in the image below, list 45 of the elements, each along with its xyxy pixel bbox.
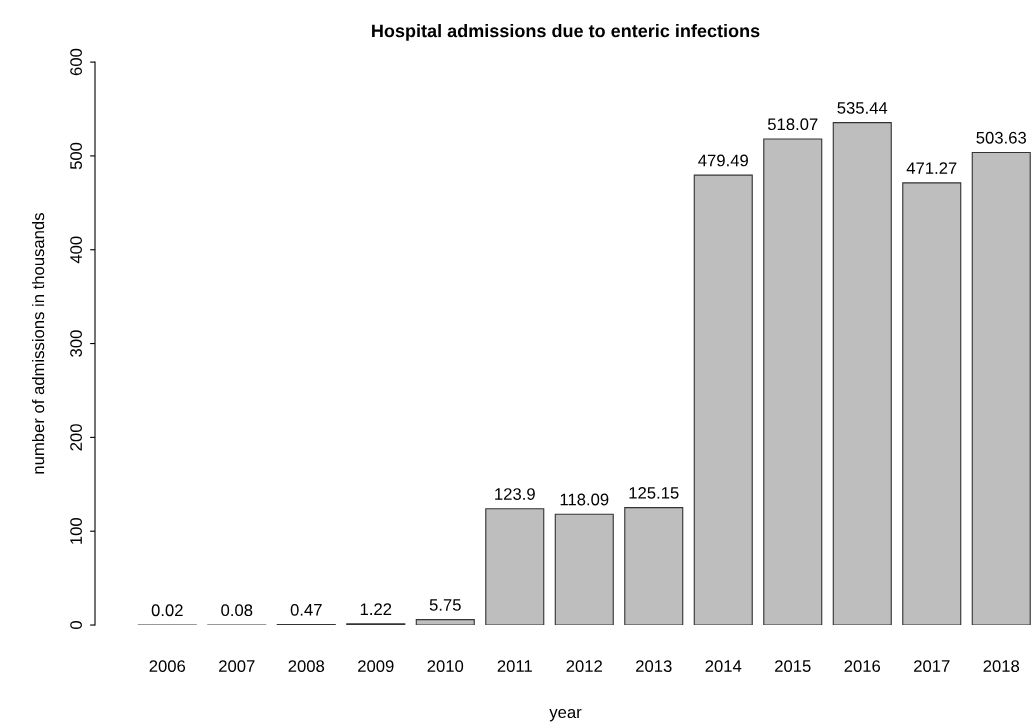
data-label: 118.09 [560, 493, 609, 506]
y-tick-label: 600 [70, 48, 82, 76]
y-tick-label: 500 [70, 142, 82, 170]
data-label: 518.07 [767, 118, 818, 131]
data-label: 0.02 [151, 604, 183, 617]
data-label: 503.63 [976, 131, 1027, 144]
x-tick-label: 2013 [636, 660, 672, 672]
data-label: 125.15 [629, 486, 679, 499]
y-tick-label: 300 [70, 330, 82, 357]
x-axis-title: year [549, 708, 582, 722]
bar [415, 619, 475, 626]
data-label: 0.47 [290, 603, 322, 616]
data-label: 0.08 [221, 604, 253, 617]
x-tick-label: 2012 [566, 660, 602, 672]
x-tick-label: 2007 [219, 660, 255, 672]
bar [624, 507, 684, 626]
x-tick-label: 2018 [983, 660, 1020, 672]
bar [693, 174, 753, 626]
x-tick-label: 2008 [288, 660, 325, 672]
y-tick-label: 0 [70, 621, 82, 630]
data-label: 123.9 [495, 488, 535, 500]
data-label: 1.22 [360, 603, 392, 615]
y-tick-label: 200 [70, 424, 82, 451]
bar [971, 151, 1031, 626]
x-tick-label: 2010 [427, 660, 464, 672]
data-label: 471.27 [906, 162, 957, 174]
data-label: 5.75 [429, 599, 461, 611]
x-tick-label: 2015 [775, 660, 811, 672]
bar [902, 182, 962, 626]
chart-title: Hospital admissions due to enteric infections [372, 24, 760, 41]
x-tick-label: 2014 [705, 660, 742, 672]
y-axis-title: number of admissions in thousands [31, 213, 45, 474]
bar [763, 138, 823, 626]
bar [485, 508, 545, 626]
bar [832, 122, 892, 626]
bar [554, 513, 614, 626]
data-label: 535.44 [837, 102, 888, 114]
y-tick-label: 400 [70, 236, 82, 264]
x-tick-label: 2006 [149, 660, 186, 672]
x-tick-label: 2017 [914, 660, 950, 672]
x-tick-label: 2009 [358, 660, 394, 672]
x-tick-label: 2011 [497, 660, 532, 672]
y-tick-label: 100 [70, 517, 82, 544]
data-label: 479.49 [698, 154, 748, 167]
x-tick-label: 2016 [844, 660, 881, 672]
